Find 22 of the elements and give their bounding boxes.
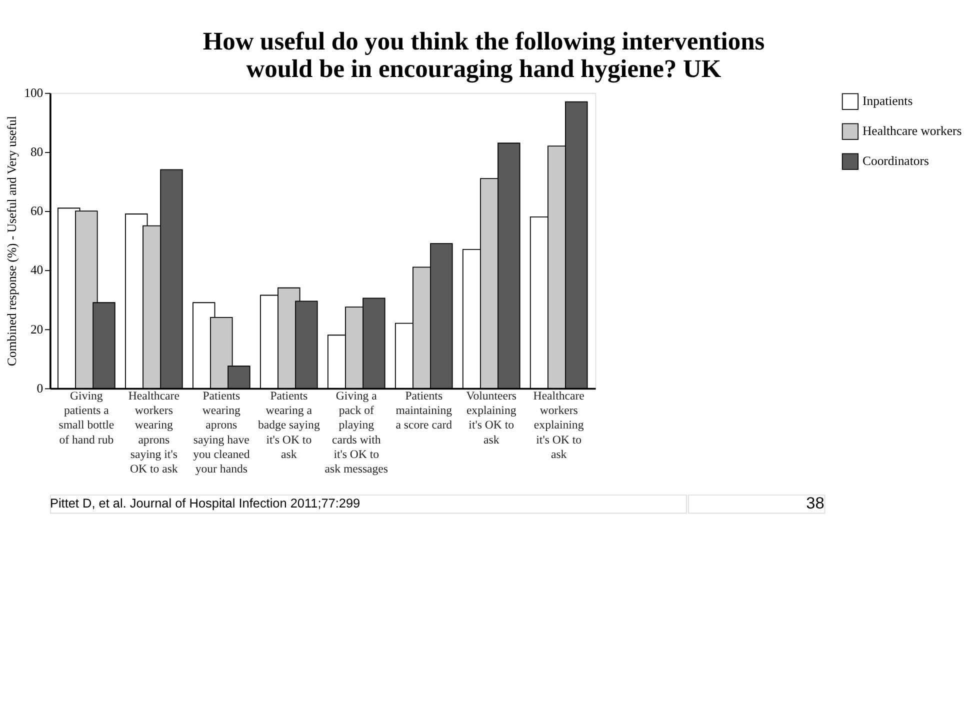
x-tick-label: Giving patients a small bottle of hand rub (58, 388, 114, 446)
legend-label: Coordinators (862, 154, 929, 168)
y-tick-label: 80 (30, 145, 44, 160)
x-tick-label: Healthcare workers explaining it's OK to ask (533, 388, 584, 461)
y-tick-label: 60 (30, 204, 44, 218)
x-tick-label: Patients maintaining a score card (396, 388, 452, 432)
y-tick-label: 40 (30, 263, 44, 278)
legend-label: Healthcare workers (862, 124, 962, 138)
x-tick-label: Volunteers explaining it's OK to ask (466, 388, 517, 446)
text: How useful do you think the following interventions (202, 26, 765, 56)
y-tick-label: 20 (30, 322, 44, 336)
text: Pittet D, et al. Journal of Hospital Infection 2011;77:299 (50, 495, 360, 510)
x-tick-label: Patients wearing a badge saying it's OK to ask (258, 388, 320, 461)
y-tick-label: 100 (24, 86, 44, 100)
y-axis-title: Combined response (%) - Useful and Very useful (4, 115, 19, 366)
x-tick-label: Healthcare workers wearing aprons saying it's OK to ask (128, 388, 180, 476)
text: would be in encouraging hand hygiene? UK (246, 54, 722, 84)
x-tick-label: Giving a pack of playing cards with it's OK to ask messages (324, 388, 388, 476)
x-tick-label: Patients wearing aprons saying have you cleaned your hands (193, 388, 250, 476)
legend-label: Inpatients (862, 94, 913, 108)
y-tick-label: 0 (36, 381, 44, 396)
text: 38 (806, 494, 824, 512)
